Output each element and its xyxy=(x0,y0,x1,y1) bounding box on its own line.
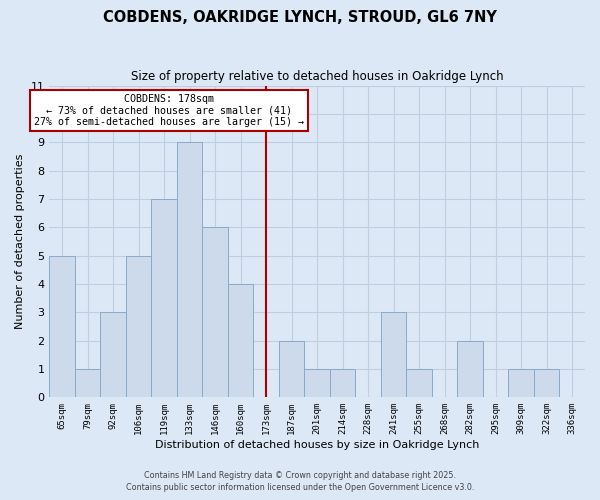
Text: Contains HM Land Registry data © Crown copyright and database right 2025.
Contai: Contains HM Land Registry data © Crown c… xyxy=(126,471,474,492)
Y-axis label: Number of detached properties: Number of detached properties xyxy=(15,154,25,329)
Bar xyxy=(457,340,483,398)
Bar xyxy=(279,340,304,398)
Bar xyxy=(75,369,100,398)
Bar xyxy=(406,369,432,398)
Bar xyxy=(534,369,559,398)
Text: COBDENS, OAKRIDGE LYNCH, STROUD, GL6 7NY: COBDENS, OAKRIDGE LYNCH, STROUD, GL6 7NY xyxy=(103,10,497,25)
Text: COBDENS: 178sqm
← 73% of detached houses are smaller (41)
27% of semi-detached h: COBDENS: 178sqm ← 73% of detached houses… xyxy=(34,94,304,128)
Bar xyxy=(330,369,355,398)
Bar xyxy=(381,312,406,398)
Bar xyxy=(508,369,534,398)
Bar xyxy=(49,256,75,398)
Bar xyxy=(228,284,253,398)
Bar xyxy=(177,142,202,398)
Bar xyxy=(151,199,177,398)
Bar xyxy=(304,369,330,398)
Bar xyxy=(126,256,151,398)
X-axis label: Distribution of detached houses by size in Oakridge Lynch: Distribution of detached houses by size … xyxy=(155,440,479,450)
Title: Size of property relative to detached houses in Oakridge Lynch: Size of property relative to detached ho… xyxy=(131,70,503,83)
Bar xyxy=(100,312,126,398)
Bar xyxy=(202,228,228,398)
